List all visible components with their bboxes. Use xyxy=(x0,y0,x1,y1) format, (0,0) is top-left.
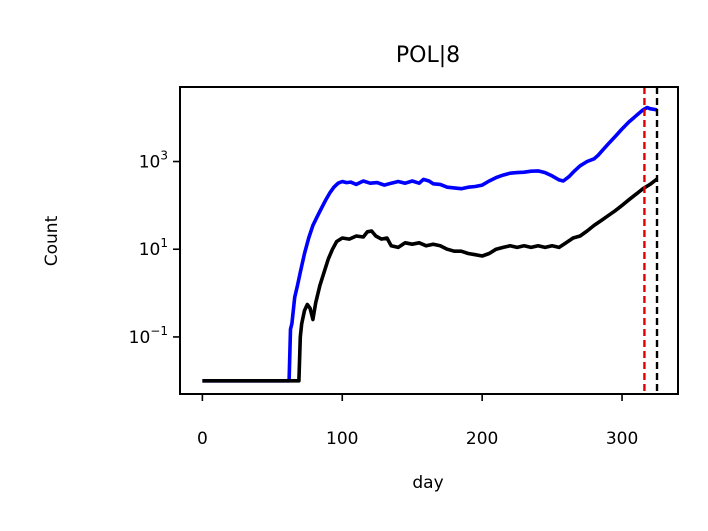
series-line-2 xyxy=(202,177,659,383)
x-tick-label: 200 xyxy=(466,429,498,449)
y-tick-label: 10−1 xyxy=(129,324,168,348)
series-line-1 xyxy=(202,105,658,383)
x-tick-label: 0 xyxy=(197,429,208,449)
plot-content xyxy=(202,87,659,394)
x-tick-label: 100 xyxy=(326,429,358,449)
x-tick-label: 300 xyxy=(606,429,638,449)
y-axis: 10−1 101 103 xyxy=(129,149,180,348)
y-tick-label: 101 xyxy=(139,236,168,260)
x-axis-label: day xyxy=(412,473,443,493)
chart-title: POL|8 xyxy=(396,43,460,68)
y-axis-label: Count xyxy=(42,215,62,266)
x-axis: 0 100 200 300 xyxy=(197,394,638,449)
y-tick-label: 103 xyxy=(139,149,168,173)
plot-frame xyxy=(179,86,679,395)
